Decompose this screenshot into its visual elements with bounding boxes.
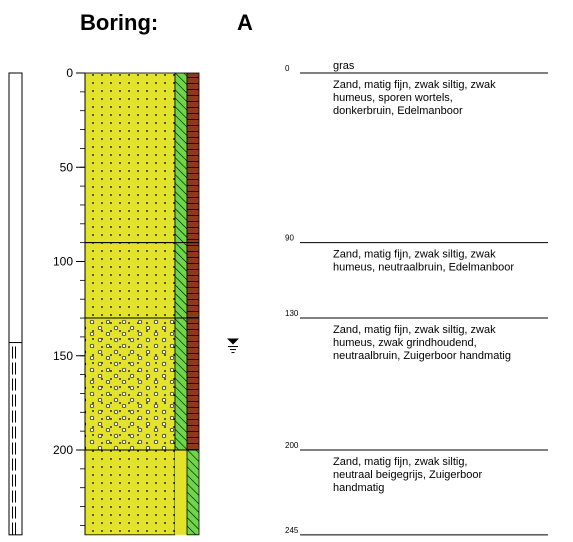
description-text: Zand, matig fijn, zwak siltig,: [333, 456, 468, 468]
description-text: handmatig: [333, 482, 384, 494]
log: 0 50 100 150 200 0 gras Zand, matig fijn, zwak …: [9, 60, 548, 535]
depth-label: 0: [285, 64, 290, 73]
green-column: [175, 73, 187, 450]
soil-layer: [85, 73, 175, 243]
description-text: humeus, neutraalbruin, Edelmanboor: [333, 262, 514, 274]
tick-label: 0: [66, 66, 73, 80]
description-text: neutraal beigegrijs, Zuigerboor: [333, 469, 483, 481]
layer-note: gras: [333, 60, 355, 72]
title: Boring:: [80, 10, 158, 35]
description-text: Zand, matig fijn, zwak siltig, zwak: [333, 249, 496, 261]
tick-label: 50: [60, 160, 74, 174]
gravel: [85, 318, 187, 450]
boring-log: Boring: A 0 50 100 150 200 0 gras Zand, matig f…: [0, 0, 573, 537]
tick-label: 200: [53, 443, 73, 457]
tick-label: 100: [53, 255, 73, 269]
description-text: donkerbruin, Edelmanboor: [333, 105, 463, 117]
boring-id: A: [237, 10, 253, 35]
depth-label: 245: [285, 526, 299, 535]
tick-label: 150: [53, 349, 73, 363]
soil-layer: [85, 243, 175, 318]
soil-layer: [85, 450, 175, 535]
water-level: [227, 339, 239, 345]
description-text: neutraalbruin, Zuigerboor handmatig: [333, 350, 511, 362]
description-text: humeus, zwak grindhoudend,: [333, 337, 477, 349]
description-text: Zand, matig fijn, zwak siltig, zwak: [333, 79, 496, 91]
description-text: Zand, matig fijn, zwak siltig, zwak: [333, 324, 496, 336]
description-text: humeus, sporen wortels,: [333, 92, 453, 104]
depth-label: 90: [285, 234, 294, 243]
depth-label: 200: [285, 441, 299, 450]
depth-label: 130: [285, 309, 299, 318]
brown-column: [187, 73, 199, 450]
green-column-lower-hatch: [187, 450, 199, 535]
